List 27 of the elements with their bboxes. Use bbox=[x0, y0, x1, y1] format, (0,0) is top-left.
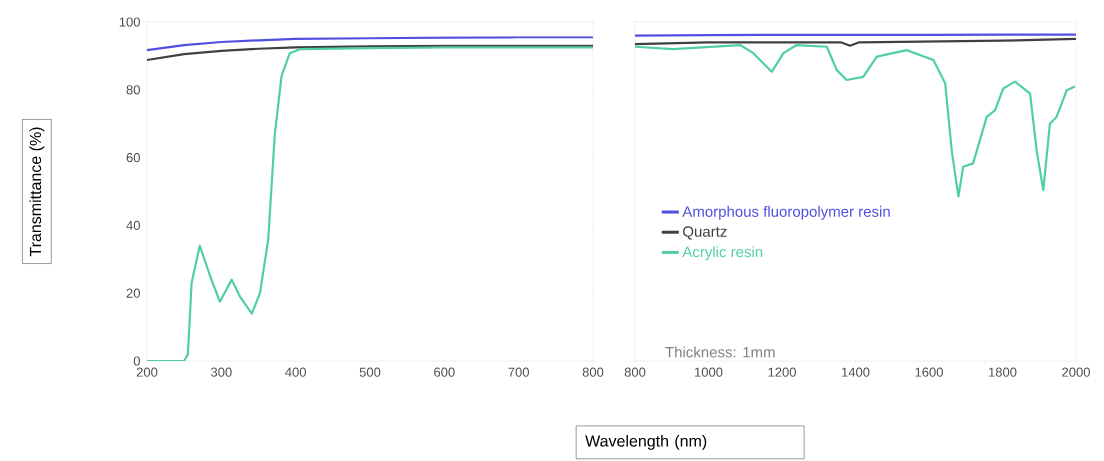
x-tick-label: 1400 bbox=[842, 367, 870, 377]
y-tick-label: 20 bbox=[126, 288, 140, 298]
y-tick-label: 100 bbox=[119, 17, 140, 27]
x-tick-label: 2000 bbox=[1062, 367, 1090, 377]
legend-label: Quartz bbox=[683, 226, 727, 240]
legend-label: Acrylic resin bbox=[682, 246, 763, 261]
x-tick-label: 1200 bbox=[768, 367, 796, 377]
y-tick-label: 0 bbox=[133, 356, 140, 366]
x-tick-label: 800 bbox=[582, 367, 604, 377]
x-tick-label: 200 bbox=[136, 367, 158, 377]
y-tick-label: 40 bbox=[126, 220, 140, 230]
y-tick-label: 60 bbox=[126, 152, 140, 163]
line-series bbox=[147, 36, 593, 52]
x-tick-label: 1000 bbox=[695, 367, 723, 377]
x-tick-label: 1800 bbox=[989, 367, 1017, 377]
y-tick-label: 80 bbox=[126, 85, 140, 95]
x-tick-label: 400 bbox=[285, 367, 307, 377]
legend-label: Amorphous fluoropolymer resin bbox=[682, 205, 890, 220]
x-tick-label: 700 bbox=[508, 367, 530, 377]
annotation: Thickness: 1mm bbox=[665, 346, 775, 358]
x-tick-label: 500 bbox=[359, 367, 381, 377]
x-tick-label: 300 bbox=[210, 367, 232, 377]
y-axis-title: Transmittance (%) bbox=[29, 127, 45, 257]
x-axis-title: Wavelength (nm) bbox=[585, 434, 707, 450]
x-tick-label: 800 bbox=[624, 367, 646, 377]
x-tick-label: 600 bbox=[434, 367, 455, 377]
x-tick-label: 1600 bbox=[915, 367, 943, 377]
